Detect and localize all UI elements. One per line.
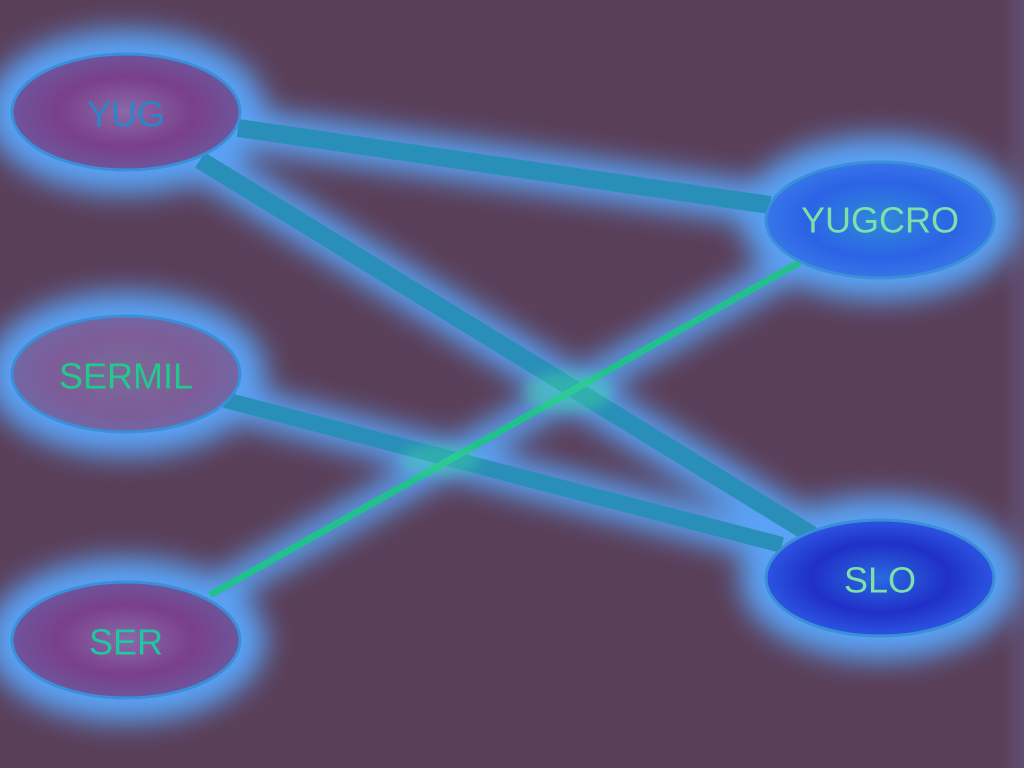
node-yugcro[interactable]: YUGCRO bbox=[764, 160, 996, 280]
edge-crossing-highlight bbox=[400, 444, 480, 476]
node-label: SER bbox=[89, 622, 163, 663]
node-label: YUG bbox=[87, 94, 165, 135]
node-label: SLO bbox=[844, 560, 916, 601]
edge-ser-yugcro bbox=[208, 258, 802, 599]
node-sermil[interactable]: SERMIL bbox=[10, 314, 242, 434]
edge-yug-slo bbox=[195, 152, 817, 543]
edge-crossing-highlight bbox=[524, 372, 612, 412]
node-ser[interactable]: SER bbox=[10, 580, 242, 700]
edge-yug-yugcro bbox=[236, 119, 772, 214]
node-yug[interactable]: YUG bbox=[10, 52, 242, 172]
node-label: SERMIL bbox=[59, 356, 193, 397]
edge-sermil-slo bbox=[222, 392, 785, 553]
node-label: YUGCRO bbox=[801, 200, 959, 241]
edges bbox=[195, 119, 817, 599]
node-slo[interactable]: SLO bbox=[764, 518, 996, 638]
